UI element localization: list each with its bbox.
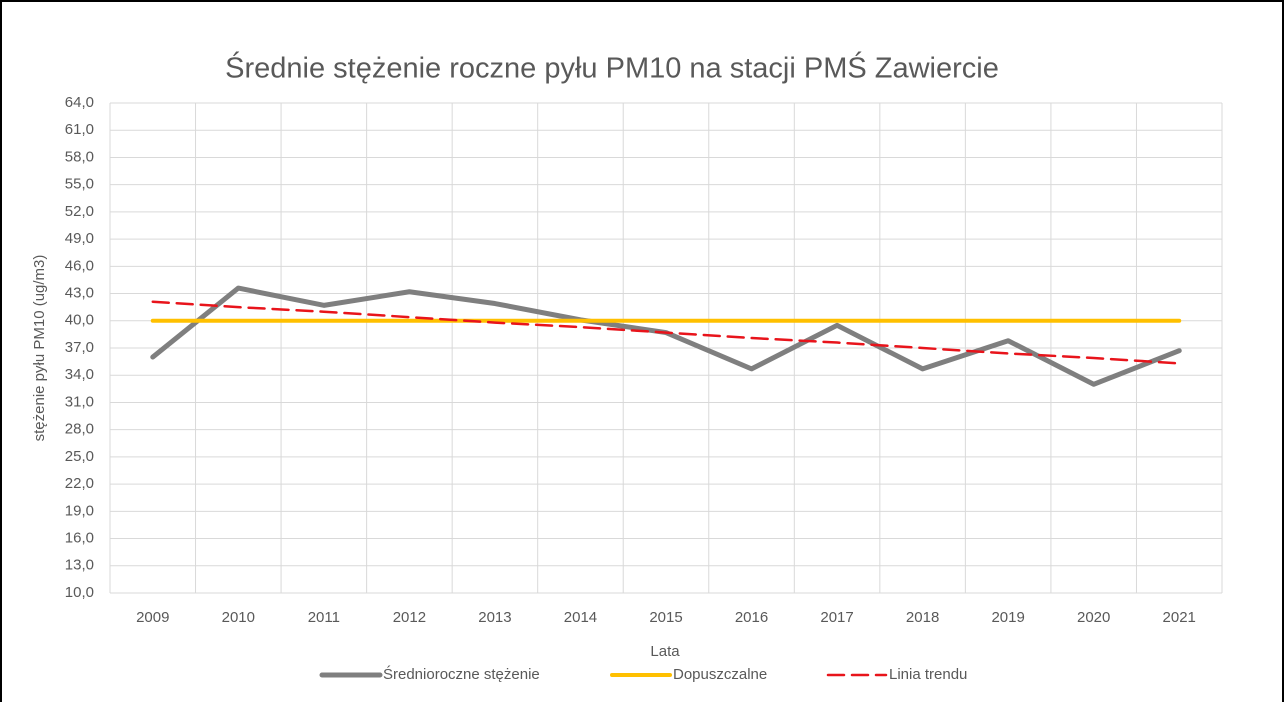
y-tick-label: 55,0 bbox=[65, 176, 94, 193]
y-tick-label: 49,0 bbox=[65, 230, 94, 247]
y-tick-label: 43,0 bbox=[65, 285, 94, 302]
y-tick-label: 31,0 bbox=[65, 393, 94, 410]
series-line bbox=[151, 300, 1181, 365]
legend-label: Linia trendu bbox=[889, 666, 967, 683]
x-tick-label: 2009 bbox=[136, 609, 169, 626]
y-tick-label: 16,0 bbox=[65, 530, 94, 547]
y-tick-label: 22,0 bbox=[65, 475, 94, 492]
x-tick-label: 2019 bbox=[991, 609, 1024, 626]
chart-title: Średnie stężenie roczne pyłu PM10 na sta… bbox=[225, 51, 999, 85]
x-tick-label: 2014 bbox=[564, 609, 597, 626]
y-tick-label: 64,0 bbox=[65, 94, 94, 111]
x-tick-label: 2017 bbox=[820, 609, 853, 626]
legend-label: Dopuszczalne bbox=[673, 666, 767, 683]
y-tick-label: 10,0 bbox=[65, 584, 94, 601]
y-tick-label: 46,0 bbox=[65, 257, 94, 274]
y-tick-label: 28,0 bbox=[65, 421, 94, 438]
x-axis-label: Lata bbox=[650, 643, 680, 660]
y-tick-label: 61,0 bbox=[65, 121, 94, 138]
y-tick-label: 40,0 bbox=[65, 312, 94, 329]
y-tick-label: 37,0 bbox=[65, 339, 94, 356]
y-tick-label: 19,0 bbox=[65, 502, 94, 519]
x-tick-label: 2012 bbox=[393, 609, 426, 626]
y-tick-label: 13,0 bbox=[65, 557, 94, 574]
x-tick-label: 2020 bbox=[1077, 609, 1110, 626]
x-tick-label: 2013 bbox=[478, 609, 511, 626]
x-tick-label: 2018 bbox=[906, 609, 939, 626]
x-tick-label: 2021 bbox=[1163, 609, 1196, 626]
y-axis-label: stężenie pyłu PM10 (ug/m3) bbox=[31, 255, 48, 442]
x-tick-label: 2011 bbox=[308, 609, 340, 626]
y-tick-label: 58,0 bbox=[65, 148, 94, 165]
y-tick-label: 25,0 bbox=[65, 448, 94, 465]
x-tick-label: 2015 bbox=[649, 609, 682, 626]
y-tick-label: 52,0 bbox=[65, 203, 94, 220]
x-tick-label: 2010 bbox=[222, 609, 255, 626]
legend-label: Średnioroczne stężenie bbox=[383, 665, 540, 683]
x-tick-label: 2016 bbox=[735, 609, 768, 626]
y-tick-label: 34,0 bbox=[65, 366, 94, 383]
